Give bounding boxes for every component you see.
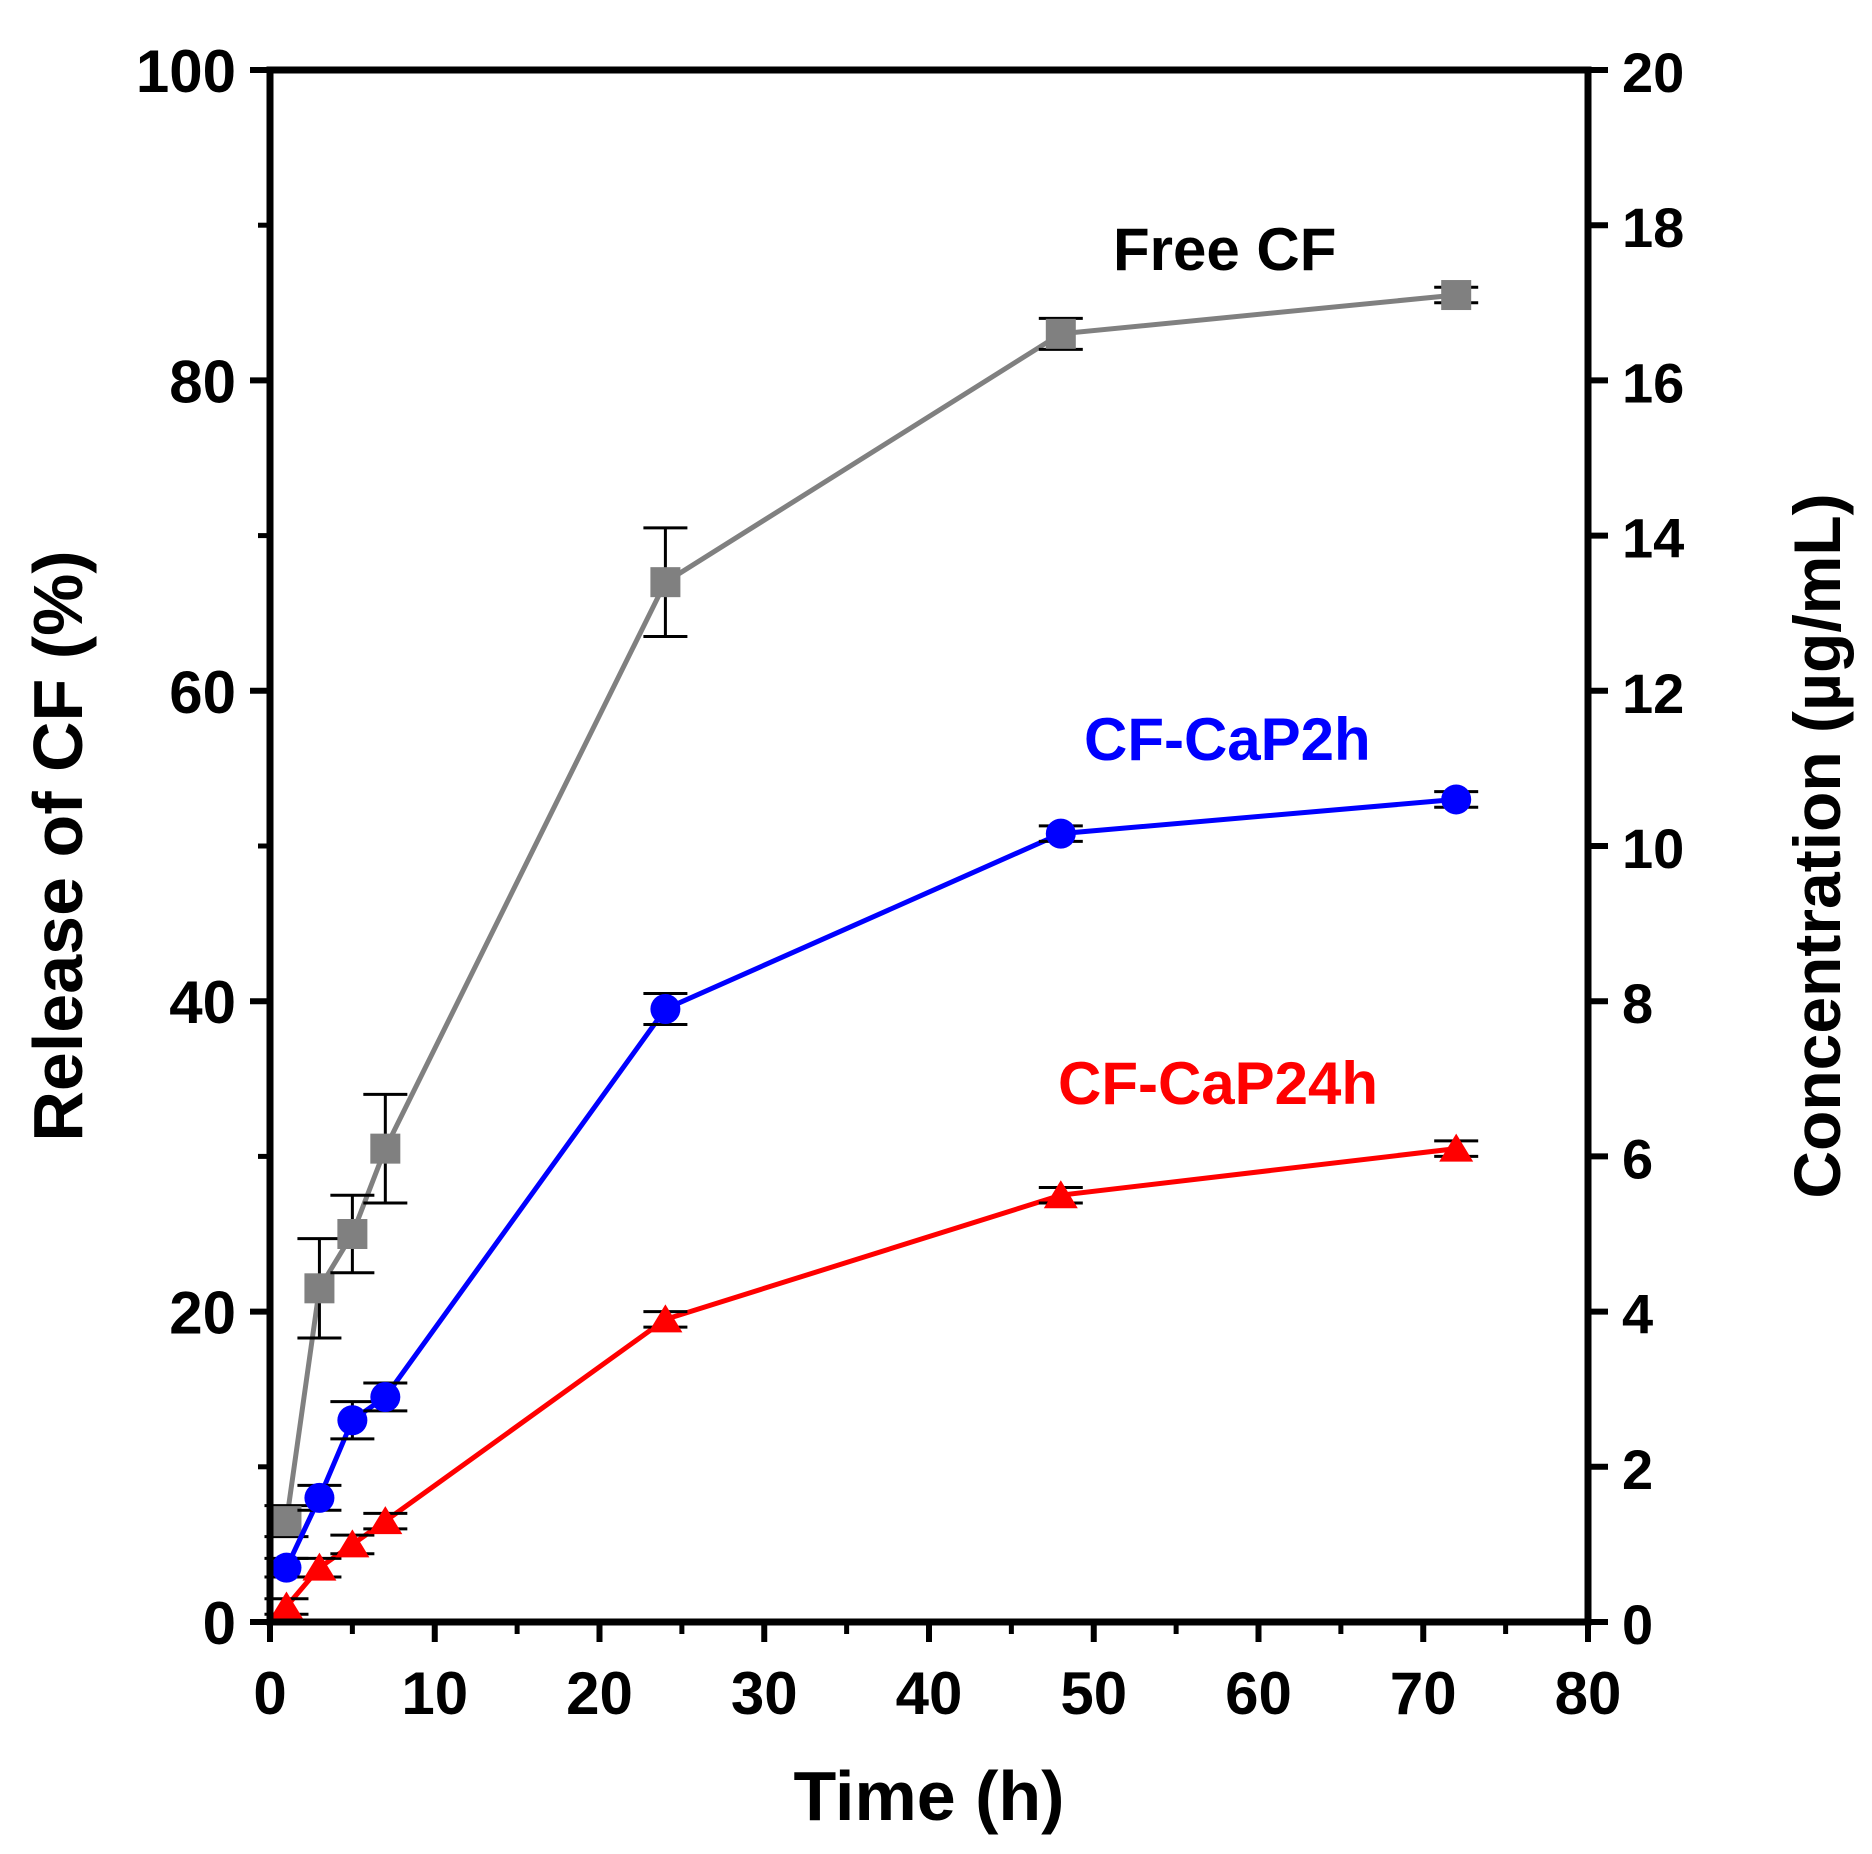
y2-tick-label: 12 xyxy=(1622,662,1684,725)
y2-tick-label: 8 xyxy=(1622,972,1653,1035)
legend-cf-cap24h: CF-CaP24h xyxy=(1058,1050,1378,1117)
ticks-layer: 0 10 20 30 40 50 60 70 8002040608010002468101214… xyxy=(136,38,1684,1727)
y2-tick-label: 6 xyxy=(1622,1127,1653,1190)
x-tick-label: 80 xyxy=(1555,1660,1622,1727)
cf-cap2h-point xyxy=(1441,784,1472,815)
free-cf-point xyxy=(1441,280,1472,311)
x-tick-label: 20 xyxy=(566,1660,633,1727)
cf-cap24h-point xyxy=(302,1552,337,1581)
x-tick-label: 50 xyxy=(1060,1660,1127,1727)
y2-tick-label: 10 xyxy=(1622,817,1684,880)
y-tick-label: 80 xyxy=(169,348,236,415)
x-tick-label: 40 xyxy=(896,1660,963,1727)
series-cf-cap24h xyxy=(264,1133,1479,1620)
x-axis-label: Time (h) xyxy=(794,1757,1065,1835)
y-tick-label: 20 xyxy=(169,1280,236,1347)
y2-tick-label: 18 xyxy=(1622,196,1684,259)
cf-cap2h-point xyxy=(337,1405,368,1436)
y-tick-label: 100 xyxy=(136,38,236,105)
cf-cap24h-point xyxy=(1439,1133,1474,1162)
free-cf-point xyxy=(370,1133,401,1164)
x-tick-label: 70 xyxy=(1390,1660,1457,1727)
x-tick-label: 0 xyxy=(253,1660,286,1727)
plot-frame xyxy=(266,66,1592,1626)
y2-tick-label: 4 xyxy=(1622,1283,1653,1346)
x-tick-label: 30 xyxy=(731,1660,798,1727)
free-cf-point xyxy=(337,1219,368,1249)
cf-cap2h-line xyxy=(284,796,1457,1569)
cf-cap24h-point xyxy=(368,1506,403,1535)
y-tick-label: 60 xyxy=(169,659,236,726)
y2-tick-label: 0 xyxy=(1622,1593,1653,1656)
series-cf-cap2h xyxy=(264,784,1479,1583)
free-cf-point xyxy=(650,567,681,598)
free-cf-point xyxy=(304,1273,335,1304)
y2-axis-label: Concentration (µg/mL) xyxy=(1780,493,1854,1198)
labels-layer: Time (h) Release of CF (%) Concentration… xyxy=(19,216,1854,1835)
free-cf-line xyxy=(284,292,1457,1522)
y2-tick-label: 16 xyxy=(1622,351,1684,414)
cf-cap24h-point xyxy=(335,1529,370,1558)
cf-cap24h-point xyxy=(1043,1180,1078,1209)
cf-cap2h-point xyxy=(1045,818,1076,849)
y-axis-label: Release of CF (%) xyxy=(19,550,97,1141)
y2-tick-label: 2 xyxy=(1622,1438,1653,1501)
y-tick-label: 0 xyxy=(203,1590,236,1657)
y2-tick-label: 20 xyxy=(1622,41,1684,104)
x-tick-label: 60 xyxy=(1225,1660,1292,1727)
cf-cap2h-point xyxy=(370,1381,401,1412)
series-free-cf xyxy=(264,280,1479,1539)
cf-cap24h-point xyxy=(648,1304,683,1333)
x-tick-label: 10 xyxy=(401,1660,468,1727)
free-cf-point xyxy=(1045,318,1076,349)
y2-tick-label: 14 xyxy=(1622,507,1684,570)
y-tick-label: 40 xyxy=(169,969,236,1036)
series-layer xyxy=(264,280,1479,1620)
cf-cap24h-point xyxy=(269,1591,304,1620)
cf-cap24h-line xyxy=(284,1146,1457,1609)
legend-free-cf: Free CF xyxy=(1113,216,1336,283)
cf-cap2h-point xyxy=(271,1552,302,1583)
cf-cap2h-point xyxy=(650,993,681,1024)
cf-cap2h-point xyxy=(304,1482,335,1513)
free-cf-point xyxy=(271,1506,302,1537)
legend-cf-cap2h: CF-CaP2h xyxy=(1084,706,1371,773)
